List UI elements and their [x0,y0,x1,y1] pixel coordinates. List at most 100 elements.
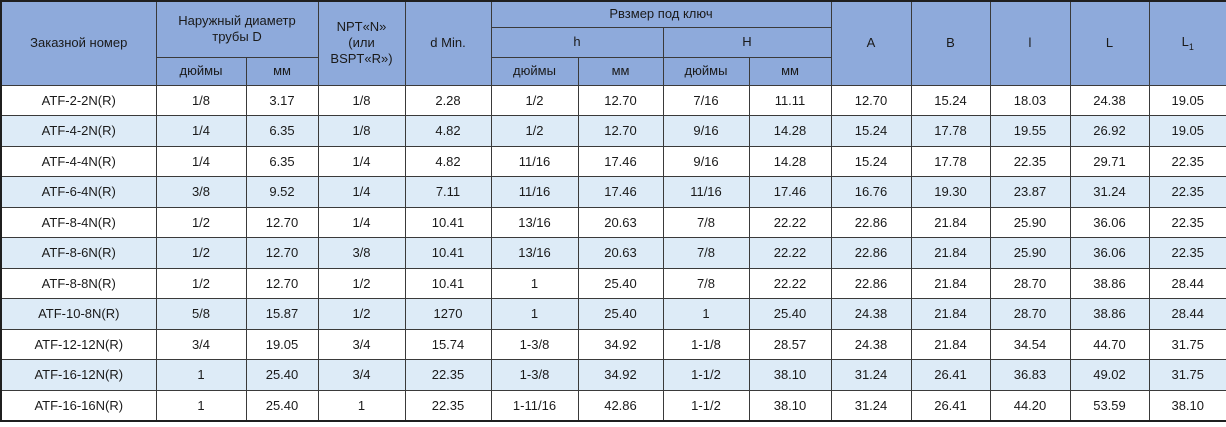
table-row: ATF-8-6N(R) 1/2 12.70 3/8 10.41 13/16 20.63 7/8… [0,237,1226,269]
header-B: B [910,0,991,86]
cell-L: 26.92 [1069,115,1150,147]
cell-H_mm: 22.22 [748,267,832,299]
cell-order_number: ATF-8-4N(R) [0,206,157,238]
cell-H_mm: 11.11 [748,84,832,116]
cell-L: 31.24 [1069,176,1150,208]
cell-L1: 22.35 [1148,206,1226,238]
header-order-number: Заказной номер [0,0,157,86]
cell-L: 24.38 [1069,84,1150,116]
cell-h_mm: 42.86 [577,389,664,421]
cell-L1: 22.35 [1148,176,1226,208]
cell-h_inches: 1 [490,298,579,330]
header-L1-subscript: 1 [1188,41,1194,52]
cell-npt: 1/4 [317,145,406,177]
cell-d_mm: 12.70 [245,267,319,299]
cell-d_mm: 6.35 [245,145,319,177]
cell-h_inches: 11/16 [490,176,579,208]
table-body: ATF-2-2N(R) 1/8 3.17 1/8 2.28 1/2 12.70 7/16 11.… [0,84,1226,421]
cell-npt: 1/8 [317,115,406,147]
cell-A: 22.86 [830,267,912,299]
cell-order_number: ATF-6-4N(R) [0,176,157,208]
cell-H_inches: 1 [662,298,750,330]
cell-H_mm: 22.22 [748,206,832,238]
cell-d_inches: 5/8 [155,298,247,330]
cell-d_mm: 9.52 [245,176,319,208]
cell-l: 28.70 [989,298,1071,330]
cell-l: 22.35 [989,145,1071,177]
cell-B: 21.84 [910,298,991,330]
cell-d_inches: 3/4 [155,328,247,360]
cell-npt: 1 [317,389,406,421]
cell-npt: 3/4 [317,359,406,391]
cell-npt: 1/8 [317,84,406,116]
cell-h_mm: 17.46 [577,145,664,177]
cell-H_inches: 9/16 [662,115,750,147]
cell-H_mm: 14.28 [748,115,832,147]
cell-A: 12.70 [830,84,912,116]
cell-B: 21.84 [910,267,991,299]
table-row: ATF-10-8N(R) 5/8 15.87 1/2 1270 1 25.40 1 25.40 2… [0,298,1226,330]
cell-l: 19.55 [989,115,1071,147]
cell-A: 22.86 [830,237,912,269]
cell-B: 15.24 [910,84,991,116]
cell-A: 15.24 [830,115,912,147]
cell-d_mm: 25.40 [245,359,319,391]
header-d-min: d Min. [404,0,492,86]
cell-d_mm: 12.70 [245,237,319,269]
cell-h_inches: 1/2 [490,84,579,116]
cell-L: 29.71 [1069,145,1150,177]
cell-d_mm: 6.35 [245,115,319,147]
cell-d_mm: 12.70 [245,206,319,238]
cell-d_min: 10.41 [404,237,492,269]
cell-H_inches: 9/16 [662,145,750,177]
cell-A: 24.38 [830,328,912,360]
cell-B: 17.78 [910,115,991,147]
cell-h_mm: 25.40 [577,298,664,330]
cell-L: 53.59 [1069,389,1150,421]
cell-d_min: 1270 [404,298,492,330]
header-L: L [1069,0,1150,86]
cell-d_min: 4.82 [404,145,492,177]
table-row: ATF-12-12N(R) 3/4 19.05 3/4 15.74 1-3/8 34.92 1… [0,328,1226,360]
cell-d_min: 22.35 [404,359,492,391]
table-row: ATF-16-12N(R) 1 25.40 3/4 22.35 1-3/8 34.92 1-1… [0,359,1226,391]
cell-A: 31.24 [830,359,912,391]
header-h-group: h [490,26,664,58]
table-row: ATF-8-4N(R) 1/2 12.70 1/4 10.41 13/16 20.63 7/8… [0,206,1226,238]
table-row: ATF-8-8N(R) 1/2 12.70 1/2 10.41 1 25.40 7/8 22.2… [0,267,1226,299]
header-npt: NPT«N» (или BSPT«R») [317,0,406,86]
header-H-inches: дюймы [662,56,750,86]
cell-d_min: 10.41 [404,206,492,238]
header-d-inches: дюймы [155,56,247,86]
cell-B: 26.41 [910,359,991,391]
cell-l: 28.70 [989,267,1071,299]
cell-L1: 19.05 [1148,84,1226,116]
cell-d_inches: 1/4 [155,145,247,177]
cell-d_inches: 3/8 [155,176,247,208]
cell-H_mm: 38.10 [748,359,832,391]
cell-npt: 1/2 [317,267,406,299]
header-L1: L1 [1148,0,1226,86]
header-wrench-size: Рвзмер под ключ [490,0,832,28]
cell-l: 25.90 [989,206,1071,238]
cell-h_inches: 1-11/16 [490,389,579,421]
header-d-mm: мм [245,56,319,86]
cell-d_inches: 1/8 [155,84,247,116]
cell-npt: 3/8 [317,237,406,269]
cell-d_mm: 19.05 [245,328,319,360]
header-L1-base: L [1181,33,1189,49]
cell-npt: 1/2 [317,298,406,330]
cell-L1: 31.75 [1148,359,1226,391]
cell-H_inches: 1-1/2 [662,359,750,391]
table-row: ATF-4-4N(R) 1/4 6.35 1/4 4.82 11/16 17.46 9/16 1… [0,145,1226,177]
cell-l: 23.87 [989,176,1071,208]
cell-d_inches: 1/2 [155,206,247,238]
cell-l: 34.54 [989,328,1071,360]
cell-H_mm: 17.46 [748,176,832,208]
cell-A: 16.76 [830,176,912,208]
cell-L: 44.70 [1069,328,1150,360]
cell-npt: 3/4 [317,328,406,360]
cell-L: 36.06 [1069,237,1150,269]
cell-d_min: 15.74 [404,328,492,360]
